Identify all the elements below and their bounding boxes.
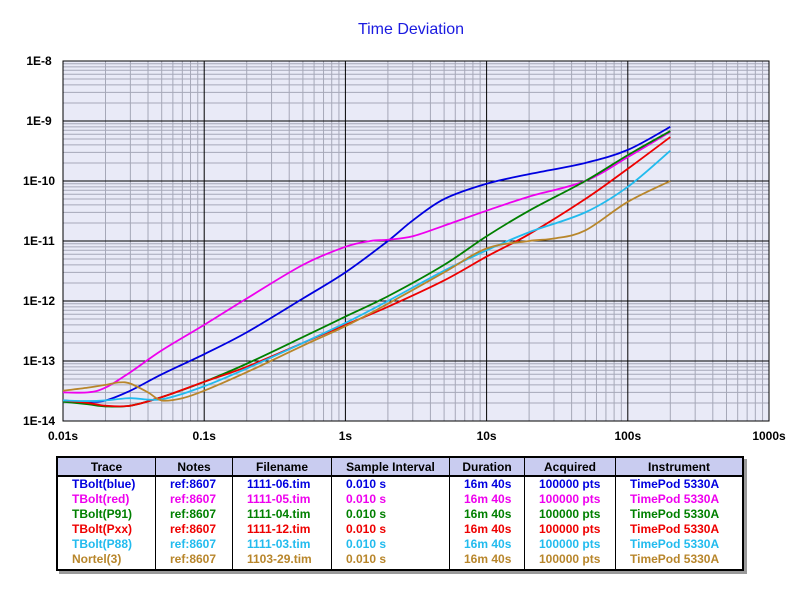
x-tick-label: 10s [477, 429, 497, 443]
cell-instrument: TimePod 5330A [615, 507, 744, 522]
chart-title: Time Deviation [358, 21, 464, 38]
cell-acquired: 100000 pts [524, 552, 616, 570]
header-acquired: Acquired [524, 456, 616, 477]
series-line [62, 150, 671, 402]
cell-instrument: TimePod 5330A [615, 522, 744, 537]
cell-duration: 16m 40s [449, 507, 525, 522]
y-tick-label: 1E-9 [26, 114, 52, 128]
cell-instrument: TimePod 5330A [615, 537, 744, 552]
series-line [62, 126, 671, 403]
table-row: TBolt(Pxx) ref:8607 1111-12.tim 0.010 s 16m … [56, 522, 744, 537]
series-line [62, 180, 671, 402]
cell-filename: 1103-29.tim [232, 552, 332, 570]
plot-border [62, 60, 770, 422]
cell-trace: Nortel(3) [56, 552, 156, 570]
cell-filename: 1111-03.tim [232, 537, 332, 552]
cell-acquired: 100000 pts [524, 537, 616, 552]
cell-trace: TBolt(P88) [56, 537, 156, 552]
cell-notes: ref:8607 [155, 522, 233, 537]
y-tick-label: 1E-14 [23, 414, 55, 428]
cell-trace: TBolt(Pxx) [56, 522, 156, 537]
x-tick-label: 0.01s [48, 429, 78, 443]
cell-instrument: TimePod 5330A [615, 476, 744, 492]
cell-trace: TBolt(P91) [56, 507, 156, 522]
table-row: Nortel(3) ref:8607 1103-29.tim 0.010 s 16m 4… [56, 552, 744, 570]
cell-notes: ref:8607 [155, 476, 233, 492]
cell-instrument: TimePod 5330A [615, 552, 744, 570]
cell-instrument: TimePod 5330A [615, 492, 744, 507]
tdev-chart: Time Deviation 1E-14 1E-13 1E-12 1E-11 1E-10… [23, 21, 786, 443]
cell-filename: 1111-05.tim [232, 492, 332, 507]
header-trace: Trace [56, 456, 156, 477]
table-header-row: Trace Notes Filename Sample Interval Dur… [56, 456, 744, 477]
cell-notes: ref:8607 [155, 552, 233, 570]
cell-duration: 16m 40s [449, 492, 525, 507]
cell-filename: 1111-06.tim [232, 476, 332, 492]
y-tick-label: 1E-11 [23, 234, 55, 248]
trace-legend-table: Trace Notes Filename Sample Interval Dur… [56, 456, 744, 571]
table-row: TBolt(P88) ref:8607 1111-03.tim 0.010 s 16m … [56, 537, 744, 552]
header-duration: Duration [449, 456, 525, 477]
y-tick-label: 1E-12 [23, 294, 55, 308]
table-row: TBolt(blue) ref:8607 1111-06.tim 0.010 s 16m… [56, 476, 744, 492]
cell-duration: 16m 40s [449, 537, 525, 552]
x-tick-label: 0.1s [193, 429, 217, 443]
table-row: TBolt(red) ref:8607 1111-05.tim 0.010 s 16m … [56, 492, 744, 507]
cell-sample-interval: 0.010 s [331, 537, 450, 552]
cell-sample-interval: 0.010 s [331, 552, 450, 570]
cell-notes: ref:8607 [155, 537, 233, 552]
cell-duration: 16m 40s [449, 476, 525, 492]
x-tick-label: 1s [339, 429, 353, 443]
cell-trace: TBolt(red) [56, 492, 156, 507]
cell-acquired: 100000 pts [524, 492, 616, 507]
cell-sample-interval: 0.010 s [331, 507, 450, 522]
cell-filename: 1111-12.tim [232, 522, 332, 537]
series-line [62, 131, 671, 394]
cell-filename: 1111-04.tim [232, 507, 332, 522]
cell-sample-interval: 0.010 s [331, 476, 450, 492]
header-instrument: Instrument [615, 456, 744, 477]
y-tick-label: 1E-10 [23, 174, 55, 188]
cell-sample-interval: 0.010 s [331, 522, 450, 537]
cell-acquired: 100000 pts [524, 476, 616, 492]
cell-notes: ref:8607 [155, 492, 233, 507]
table-row: TBolt(P91) ref:8607 1111-04.tim 0.010 s 16m … [56, 507, 744, 522]
x-tick-label: 100s [614, 429, 641, 443]
cell-duration: 16m 40s [449, 552, 525, 570]
cell-duration: 16m 40s [449, 522, 525, 537]
x-tick-label: 1000s [752, 429, 786, 443]
header-filename: Filename [232, 456, 332, 477]
y-tick-label: 1E-13 [23, 354, 55, 368]
cell-sample-interval: 0.010 s [331, 492, 450, 507]
cell-notes: ref:8607 [155, 507, 233, 522]
cell-acquired: 100000 pts [524, 522, 616, 537]
header-notes: Notes [155, 456, 233, 477]
cell-trace: TBolt(blue) [56, 476, 156, 492]
header-sample-interval: Sample Interval [331, 456, 450, 477]
cell-acquired: 100000 pts [524, 507, 616, 522]
y-tick-label: 1E-8 [26, 54, 52, 68]
